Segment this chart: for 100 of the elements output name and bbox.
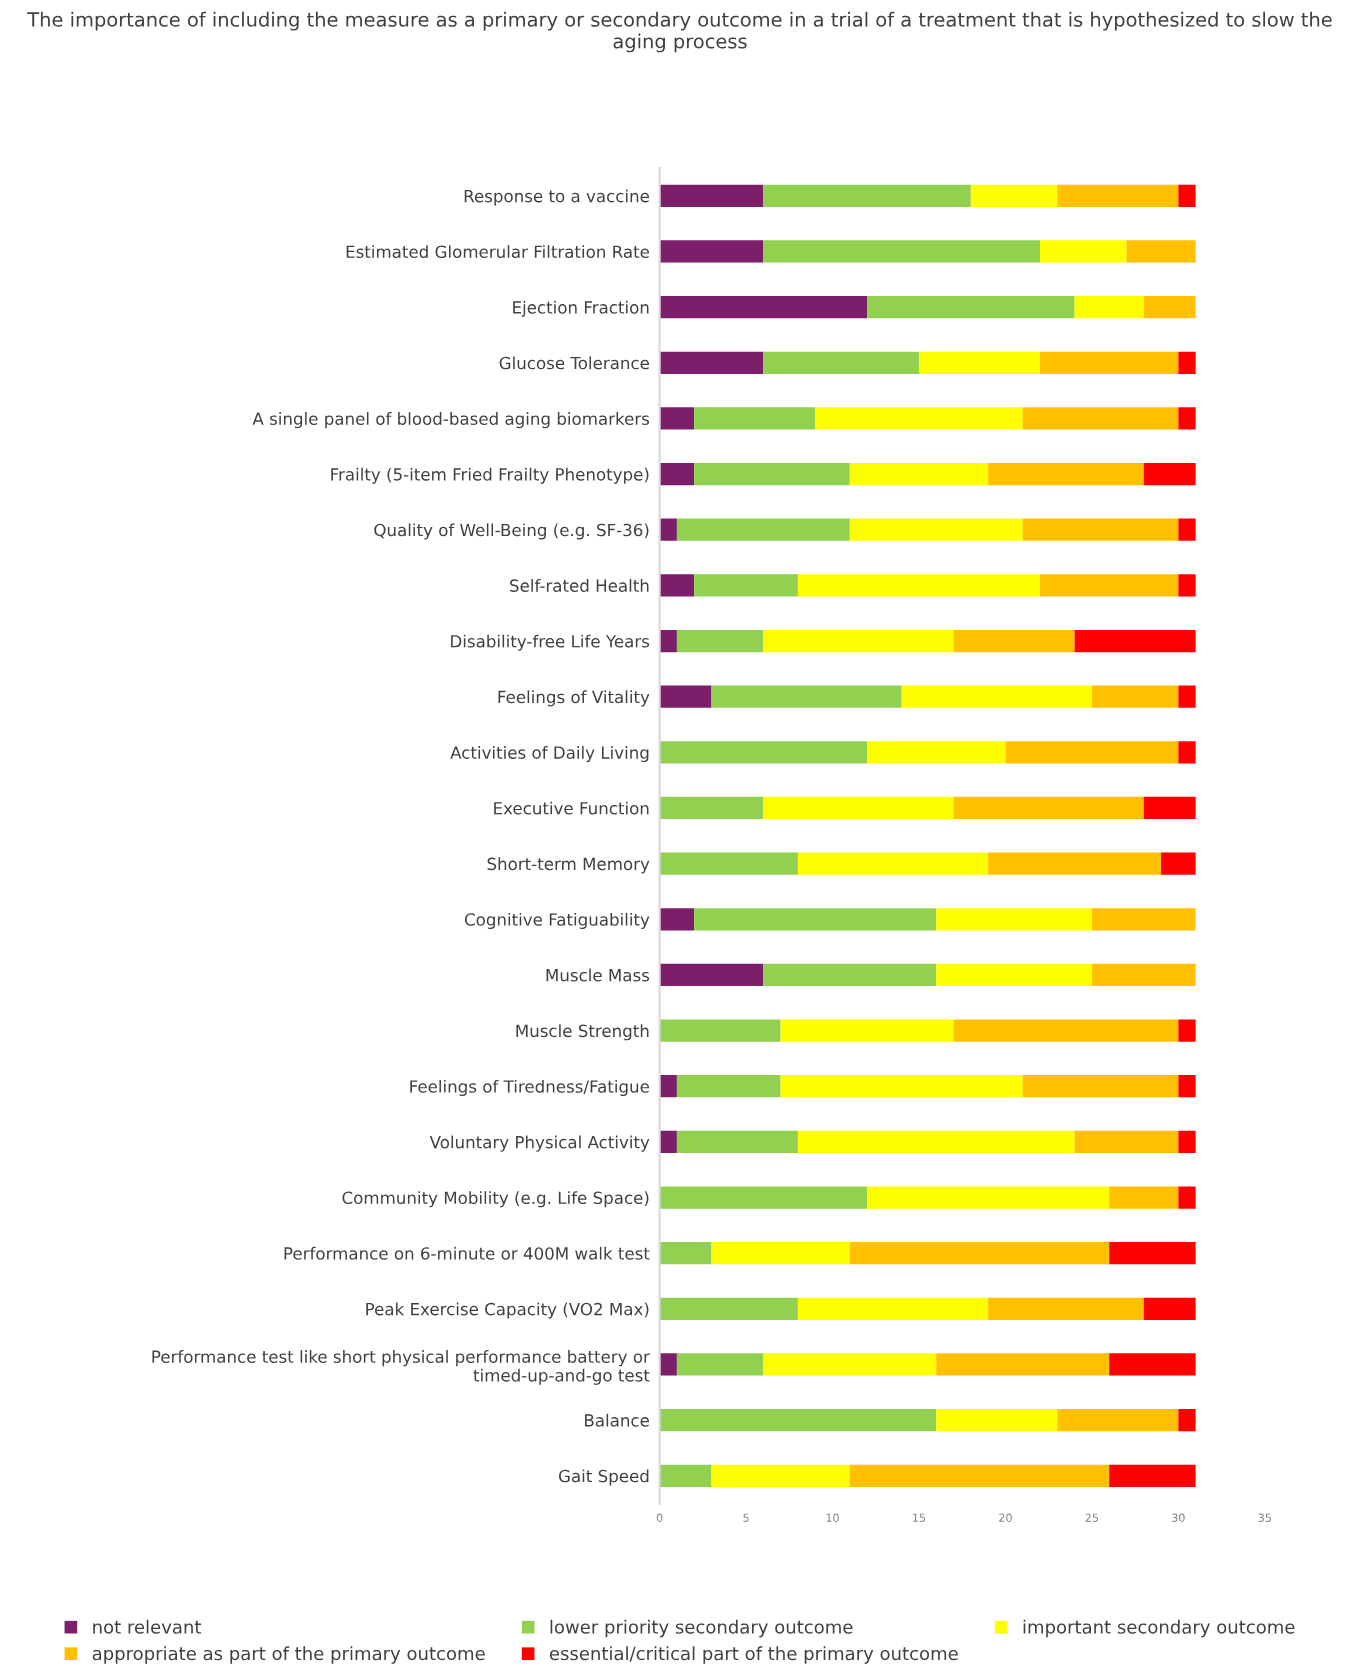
y-tick-label: Disability-free Life Years <box>451 634 650 651</box>
bar <box>659 1019 781 1042</box>
bar <box>763 351 919 374</box>
bar <box>659 1075 677 1098</box>
bar <box>763 240 1041 263</box>
bar <box>849 1464 1110 1487</box>
bar <box>659 1242 712 1265</box>
bar <box>1178 1019 1196 1042</box>
bar <box>711 1242 850 1265</box>
bar <box>867 296 1075 319</box>
bar <box>1040 574 1179 597</box>
bar <box>1178 741 1196 764</box>
y-tick-label: Performance on 6-minute or 400M walk test <box>284 1246 650 1260</box>
bar <box>763 1353 937 1376</box>
bar <box>659 462 695 486</box>
bar <box>659 741 868 764</box>
bar <box>867 1186 1110 1209</box>
bar <box>1109 1464 1196 1487</box>
bar <box>1178 574 1196 597</box>
bar <box>780 1019 954 1042</box>
y-tick-label: Community Mobility (e.g. Life Space) <box>342 1191 649 1208</box>
bar <box>1143 462 1196 486</box>
y-tick-label: Quality of Well-Being (e.g. SF-36) <box>374 523 649 540</box>
bar <box>1178 184 1196 207</box>
legend-label: appropriate as part of the primary outcome <box>92 1646 485 1664</box>
bar <box>1109 1242 1196 1265</box>
bar <box>815 407 1023 430</box>
bar <box>1057 184 1179 207</box>
bar <box>1109 1186 1179 1209</box>
bar <box>1143 296 1196 319</box>
bar <box>988 462 1144 486</box>
bar <box>659 407 695 430</box>
y-tick-label: Gait Speed <box>558 1469 649 1486</box>
bar <box>797 574 1041 597</box>
bar <box>1143 796 1196 820</box>
y-tick-label: Response to a vaccine <box>464 189 649 206</box>
bar <box>1178 518 1196 541</box>
bar <box>763 629 954 653</box>
bar <box>676 1353 764 1376</box>
bar <box>849 1242 1110 1265</box>
y-tick-label: A single panel of blood-based aging biomarkers <box>252 412 650 429</box>
bar <box>901 685 1092 708</box>
bar <box>694 574 798 597</box>
bar <box>936 1353 1110 1376</box>
bar <box>659 1464 712 1487</box>
y-tick-label: Self-rated Health <box>510 579 649 592</box>
bar <box>659 1130 677 1154</box>
bar <box>1074 296 1144 319</box>
bar <box>659 796 764 820</box>
bar <box>659 963 764 987</box>
bar <box>763 796 954 820</box>
bar <box>1091 963 1196 987</box>
bar <box>694 908 937 931</box>
y-tick-label: Estimated Glomerular Filtration Rate <box>346 245 649 259</box>
bar <box>1126 240 1196 263</box>
bar <box>1022 518 1179 541</box>
bar <box>1178 351 1196 374</box>
y-tick-label: Peak Exercise Capacity (VO2 Max) <box>366 1302 649 1319</box>
bar <box>797 852 989 875</box>
bar <box>659 685 712 708</box>
bar <box>659 1409 937 1432</box>
bar <box>953 629 1075 653</box>
bar <box>763 184 971 207</box>
bar <box>676 1130 798 1154</box>
bar <box>659 240 764 263</box>
bar <box>988 1297 1144 1320</box>
bar <box>1091 685 1179 708</box>
bar <box>659 908 695 931</box>
bar <box>1161 852 1196 875</box>
bar <box>659 574 695 597</box>
bar <box>1143 1297 1196 1320</box>
y-tick-label: Feelings of Vitality <box>498 690 650 707</box>
bar <box>970 184 1058 207</box>
y-tick-label: Balance <box>585 1413 649 1427</box>
bar <box>1178 1130 1196 1154</box>
bar <box>676 629 764 653</box>
bar <box>676 518 850 541</box>
bar <box>936 908 1092 931</box>
bar <box>1091 908 1196 931</box>
bar <box>918 351 1041 374</box>
bar <box>936 1409 1058 1432</box>
bar <box>1109 1353 1196 1376</box>
bar <box>1057 1409 1179 1432</box>
bar <box>1178 407 1196 430</box>
legend-label: important secondary outcome <box>1023 1619 1295 1638</box>
y-tick-label: Muscle Mass <box>546 968 650 982</box>
bar <box>763 963 937 987</box>
bar <box>659 518 677 541</box>
bar <box>711 685 902 708</box>
bar <box>694 462 850 486</box>
bar <box>1178 1075 1196 1098</box>
bar <box>1074 629 1196 653</box>
bar <box>1040 351 1179 374</box>
bar <box>676 1075 781 1098</box>
y-tick-label: Ejection Fraction <box>513 300 649 317</box>
bar <box>711 1464 850 1487</box>
y-tick-label: Short-term Memory <box>487 857 650 874</box>
bar <box>1040 240 1127 263</box>
y-tick-label: Feelings of Tiredness/Fatigue <box>410 1079 649 1097</box>
y-tick-label: Executive Function <box>494 801 649 815</box>
